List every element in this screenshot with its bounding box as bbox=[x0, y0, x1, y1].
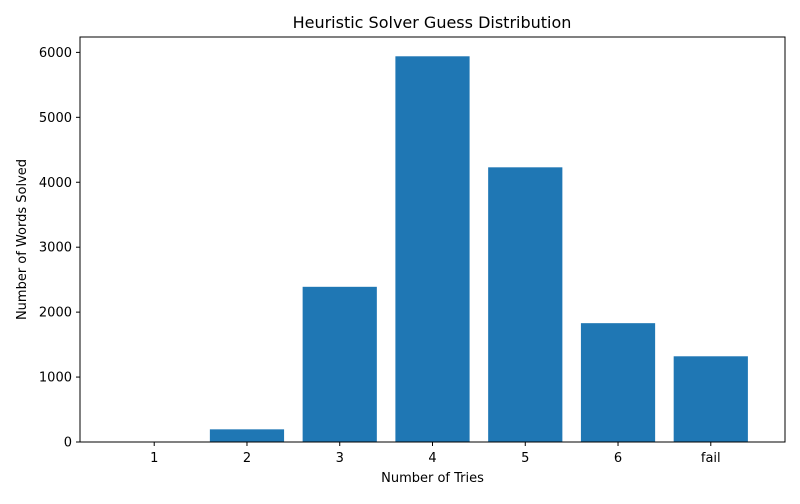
bar-5 bbox=[488, 167, 562, 442]
bar-fail bbox=[674, 356, 748, 442]
x-tick-label: 1 bbox=[150, 451, 158, 466]
y-axis-title: Number of Words Solved bbox=[15, 159, 30, 320]
x-tick-label: 6 bbox=[614, 451, 622, 466]
chart-title: Heuristic Solver Guess Distribution bbox=[293, 13, 572, 32]
x-axis-title: Number of Tries bbox=[381, 471, 484, 486]
bar-4 bbox=[395, 56, 469, 442]
x-tick-label: 5 bbox=[521, 451, 529, 466]
bar-6 bbox=[581, 323, 655, 442]
x-tick-label: 4 bbox=[428, 451, 436, 466]
x-tick-label: fail bbox=[701, 451, 721, 466]
bar-2 bbox=[210, 429, 284, 442]
y-tick-label: 4000 bbox=[39, 176, 72, 191]
y-tick-label: 5000 bbox=[39, 111, 72, 126]
y-tick-label: 1000 bbox=[39, 371, 72, 386]
y-tick-label: 2000 bbox=[39, 306, 72, 321]
y-axis: 0 1000 2000 3000 4000 5000 6000 bbox=[39, 46, 80, 451]
bars-group bbox=[117, 56, 748, 442]
x-tick-label: 2 bbox=[243, 451, 251, 466]
y-tick-label: 3000 bbox=[39, 241, 72, 256]
y-tick-label: 0 bbox=[64, 436, 72, 451]
x-axis: 1 2 3 4 5 6 fail bbox=[150, 442, 721, 466]
y-tick-label: 6000 bbox=[39, 46, 72, 61]
bar-3 bbox=[303, 287, 377, 442]
x-tick-label: 3 bbox=[336, 451, 344, 466]
